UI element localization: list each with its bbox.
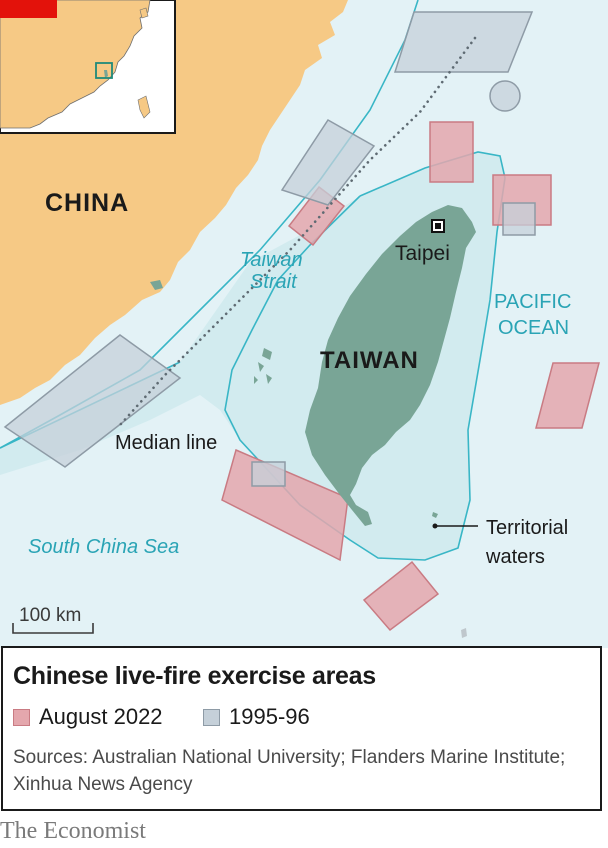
exercise-area-1995 — [489, 80, 521, 112]
exercise-area-1995 — [251, 461, 286, 487]
taiwan-map: CHINA TAIWAN Taipei Taiwan Strait PACIFI… — [0, 0, 608, 648]
orchid-island — [461, 628, 467, 638]
taiwan-strait-label-2: Strait — [250, 271, 298, 293]
exercise-area-1995 — [3, 334, 182, 468]
pacific-label-2: OCEAN — [498, 317, 569, 339]
legend-title: Chinese live-fire exercise areas — [13, 662, 376, 690]
legend: Chinese live-fire exercise areas August … — [1, 646, 602, 811]
median-line — [118, 36, 477, 427]
sources-note: Sources: Australian National University;… — [13, 747, 566, 795]
legend-label-2022: August 2022 — [39, 704, 163, 729]
china-label: CHINA — [45, 189, 129, 217]
brand-wordmark: The Economist — [0, 818, 146, 844]
legend-item-2022: August 2022 — [13, 704, 163, 730]
exercise-area-1995 — [280, 119, 376, 206]
south-china-sea-label: South China Sea — [28, 536, 179, 558]
china-island — [150, 280, 163, 290]
swatch-2022-icon — [13, 708, 30, 726]
inset-focus-box — [95, 62, 113, 79]
inset-brand-marker — [0, 0, 57, 18]
exercise-area-2022 — [535, 362, 600, 429]
swatch-1995-icon — [203, 708, 220, 726]
taiwan-label: TAIWAN — [320, 347, 419, 374]
legend-item-1995: 1995-96 — [203, 704, 310, 730]
pacific-label-1: PACIFIC — [494, 291, 571, 313]
territorial-label-2: waters — [485, 546, 545, 568]
scale-bar — [12, 623, 94, 634]
exercise-area-1995 — [502, 202, 536, 236]
exercise-area-2022 — [362, 560, 440, 632]
taiwan-island — [305, 205, 476, 526]
territorial-label-1: Territorial — [486, 517, 568, 539]
scale-label: 100 km — [19, 605, 81, 626]
penghu-islands — [254, 348, 272, 384]
taipei-label: Taipei — [395, 242, 450, 265]
exercise-areas-1995 — [3, 11, 536, 487]
locator-inset-map — [0, 0, 176, 134]
exercise-area-2022 — [429, 121, 474, 183]
legend-label-1995: 1995-96 — [229, 704, 310, 729]
territorial-waters-zone — [0, 152, 505, 560]
green-island — [432, 512, 438, 518]
median-line-label: Median line — [115, 432, 217, 454]
taiwan-strait-label-1: Taiwan — [240, 249, 303, 271]
exercise-area-1995 — [393, 11, 534, 73]
